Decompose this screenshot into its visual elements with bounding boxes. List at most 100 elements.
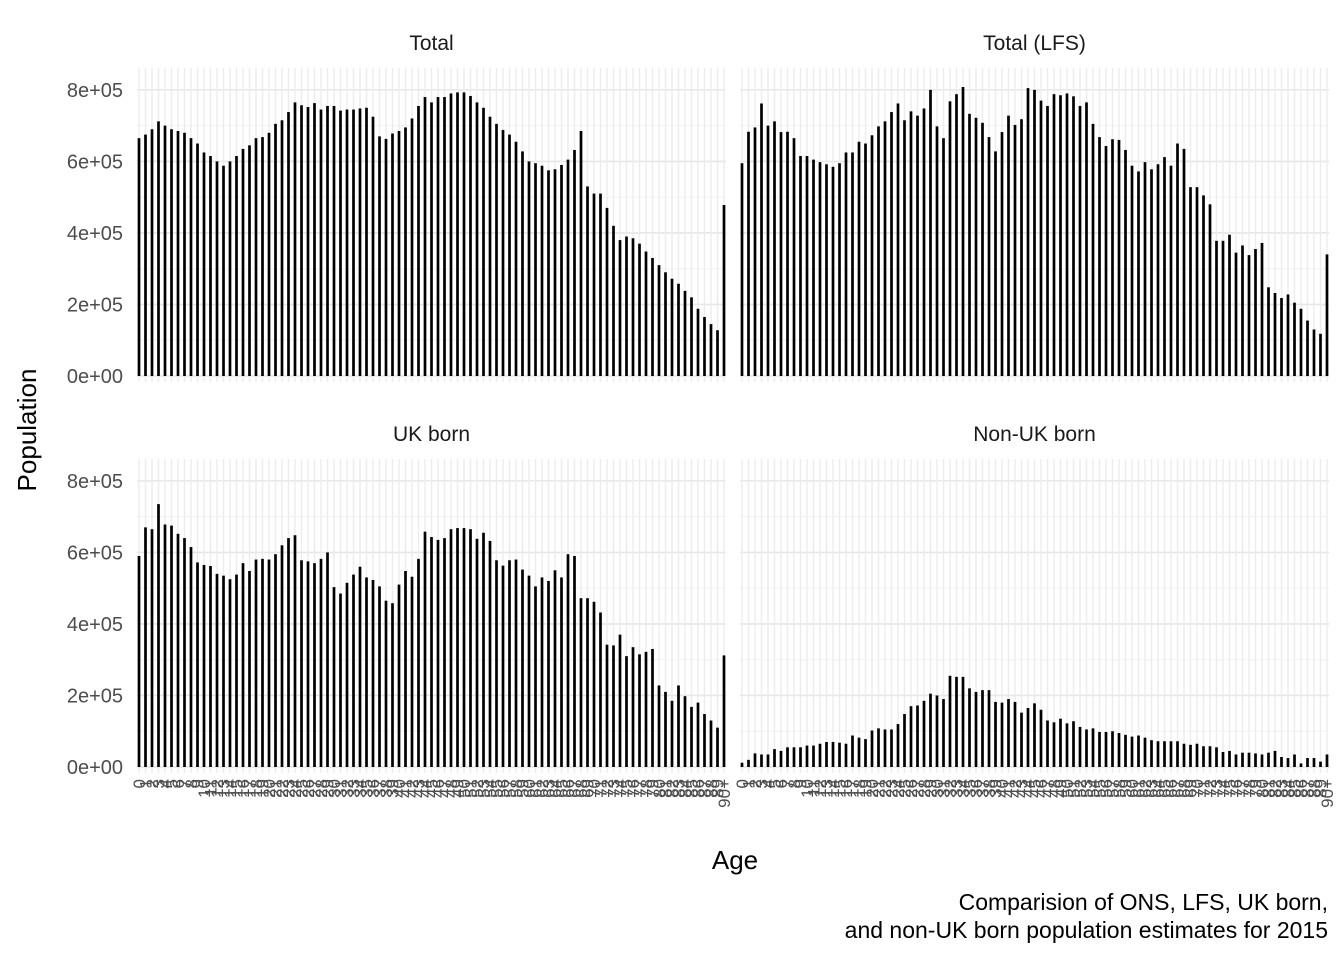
bar-11: [209, 156, 212, 376]
bar-87: [1306, 320, 1309, 376]
bar-72: [1208, 204, 1212, 376]
bar-73: [612, 645, 615, 767]
bar-81: [1267, 287, 1270, 376]
x-tick-label: 37: [371, 779, 390, 798]
bar-76: [1234, 754, 1238, 767]
bar-90+: [722, 205, 726, 376]
x-tick-label: 44: [416, 779, 435, 798]
x-tick-label: 52: [468, 779, 487, 798]
bar-83: [1280, 298, 1283, 376]
bar-27: [313, 563, 316, 767]
bar-18: [254, 138, 258, 376]
x-tick-label: 55: [1091, 779, 1110, 798]
x-tick-label: 33: [948, 779, 967, 798]
x-tick-label: 56: [494, 779, 513, 798]
bar-29: [929, 693, 932, 767]
bar-87: [703, 714, 706, 767]
bar-62: [540, 165, 544, 376]
x-tick-label: 63: [1143, 779, 1162, 798]
bar-19: [864, 739, 867, 767]
x-tick-label: 65: [1156, 779, 1175, 798]
bar-41: [404, 571, 407, 767]
bar-41: [1007, 699, 1010, 767]
bar-35: [968, 113, 971, 377]
bar-77: [1241, 245, 1244, 376]
bar-54: [488, 540, 492, 767]
bar-85: [690, 706, 693, 767]
bar-40: [397, 584, 401, 767]
bar-69: [586, 186, 589, 376]
bar-84: [683, 696, 687, 767]
bar-16: [844, 152, 848, 376]
bar-88: [1312, 758, 1316, 767]
bar-82: [1273, 750, 1277, 767]
x-tick-label: 60: [1123, 779, 1142, 798]
bar-37: [378, 136, 381, 376]
x-tick-label: 18: [247, 779, 266, 798]
bar-71: [1202, 746, 1205, 767]
bar-78: [1247, 752, 1251, 767]
bar-15: [235, 574, 238, 767]
x-tick-label: 74: [611, 779, 630, 798]
bar-20: [267, 559, 271, 767]
x-tick-label: 82: [1266, 779, 1285, 798]
x-tick-label: 40: [390, 779, 409, 798]
bar-21: [877, 728, 880, 767]
x-tick-label: 83: [670, 779, 689, 798]
bar-35: [365, 577, 368, 767]
bar-54: [1091, 123, 1095, 376]
x-tick-label: 27: [306, 779, 325, 798]
x-tick-label: 68: [572, 779, 591, 798]
bar-1: [144, 527, 147, 767]
bar-42: [410, 576, 414, 767]
panel-3: UK born0e+002e+054e+056e+058e+0501234567…: [67, 423, 734, 808]
bar-37: [378, 586, 381, 767]
bar-5: [170, 129, 173, 376]
bar-25: [300, 560, 303, 767]
bar-67: [573, 149, 576, 376]
x-tick-label: 59: [1117, 779, 1136, 798]
y-tick-label: 2e+05: [67, 294, 123, 316]
x-tick-label: 73: [1208, 779, 1227, 798]
bar-51: [469, 95, 472, 377]
x-tick-label: 15: [831, 779, 850, 798]
panel-title: Total (LFS): [983, 32, 1086, 55]
bar-30: [332, 105, 336, 376]
bar-81: [664, 272, 667, 376]
bar-79: [651, 257, 654, 376]
bar-56: [501, 129, 505, 376]
bar-63: [547, 170, 550, 376]
bar-52: [1078, 726, 1082, 767]
x-tick-label: 23: [280, 779, 299, 798]
bar-31: [339, 110, 342, 376]
x-tick-label: 43: [410, 779, 429, 798]
bar-46: [1039, 100, 1043, 377]
bar-2: [150, 529, 154, 767]
bar-41: [404, 127, 407, 376]
bar-12: [215, 161, 219, 376]
x-tick-label: 77: [631, 779, 650, 798]
x-tick-label: 8: [785, 779, 804, 788]
bar-64: [1156, 164, 1160, 376]
bar-27: [916, 705, 919, 767]
x-tick-label: 45: [423, 779, 442, 798]
x-tick-label: 11: [202, 779, 221, 797]
bar-75: [1228, 234, 1231, 376]
x-tick-label: 64: [1149, 779, 1168, 798]
bar-22: [280, 545, 284, 767]
bar-62: [1143, 162, 1147, 376]
bar-89: [716, 330, 719, 376]
y-tick-label: 4e+05: [67, 614, 123, 636]
x-tick-label: 48: [1045, 779, 1064, 798]
x-tick-label: 84: [676, 779, 695, 798]
bar-74: [618, 634, 622, 767]
bar-61: [1137, 735, 1140, 767]
x-tick-label: 84: [1279, 779, 1298, 798]
x-tick-label: 3: [753, 779, 772, 788]
bar-72: [605, 207, 609, 376]
x-tick-label: 47: [1039, 779, 1058, 798]
bar-19: [864, 143, 867, 376]
bar-37: [981, 122, 984, 376]
x-tick-label: 28: [312, 779, 331, 798]
